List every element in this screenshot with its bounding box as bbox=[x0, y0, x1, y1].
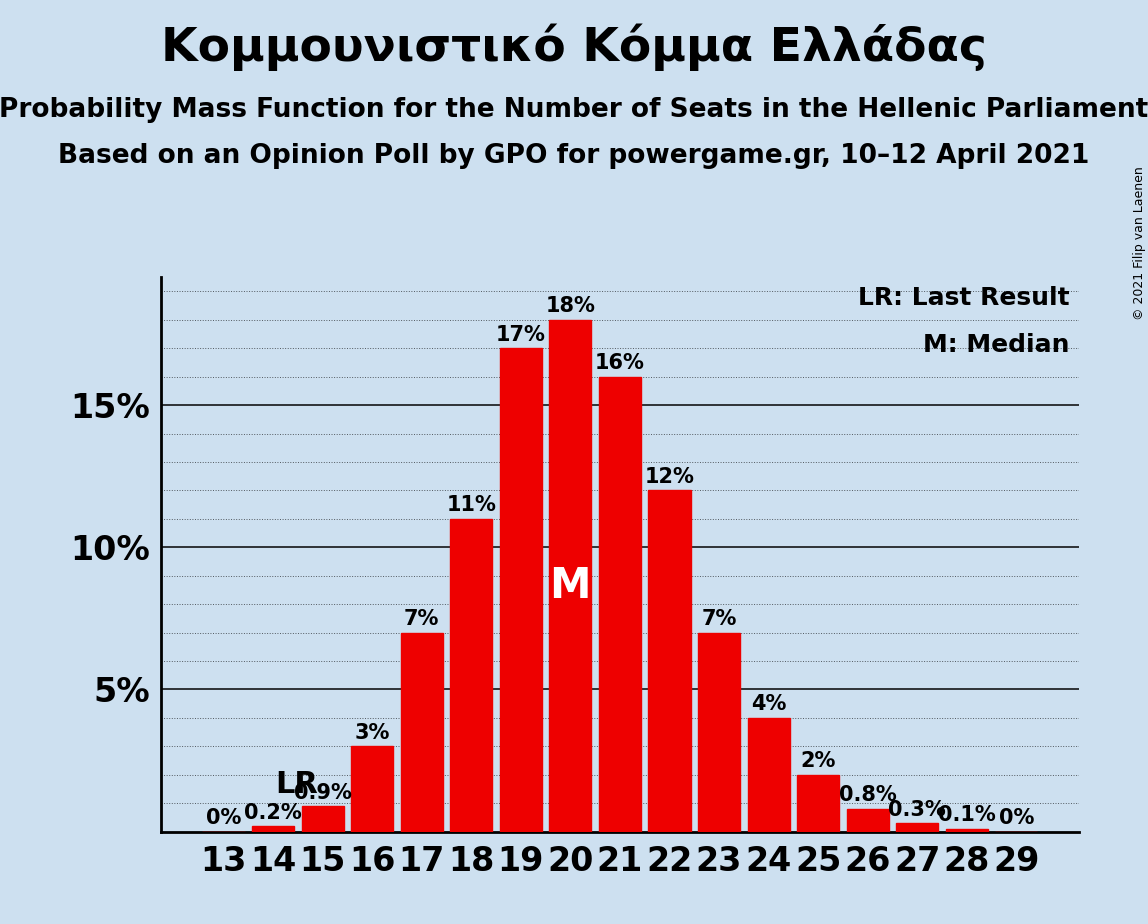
Text: 16%: 16% bbox=[595, 353, 645, 373]
Text: 2%: 2% bbox=[800, 751, 836, 772]
Bar bbox=[599, 377, 641, 832]
Text: Κομμουνιστικό Κόμμα Ελλάδας: Κομμουνιστικό Κόμμα Ελλάδας bbox=[161, 23, 987, 70]
Text: Based on an Opinion Poll by GPO for powergame.gr, 10–12 April 2021: Based on an Opinion Poll by GPO for powe… bbox=[59, 143, 1089, 169]
Bar bbox=[253, 826, 294, 832]
Bar bbox=[797, 774, 839, 832]
Text: 0%: 0% bbox=[999, 808, 1034, 828]
Bar bbox=[649, 491, 691, 832]
Bar bbox=[401, 633, 443, 832]
Text: 4%: 4% bbox=[751, 695, 786, 714]
Bar bbox=[499, 348, 542, 832]
Text: M: Median: M: Median bbox=[923, 333, 1070, 357]
Bar bbox=[747, 718, 790, 832]
Text: © 2021 Filip van Laenen: © 2021 Filip van Laenen bbox=[1133, 166, 1146, 320]
Text: 0%: 0% bbox=[205, 808, 241, 828]
Bar bbox=[897, 823, 938, 832]
Bar bbox=[846, 808, 889, 832]
Text: 7%: 7% bbox=[404, 609, 440, 629]
Text: 0.9%: 0.9% bbox=[294, 783, 351, 803]
Text: LR: Last Result: LR: Last Result bbox=[859, 286, 1070, 310]
Bar bbox=[946, 829, 987, 832]
Bar bbox=[698, 633, 740, 832]
Bar bbox=[549, 320, 591, 832]
Text: LR: LR bbox=[276, 770, 318, 799]
Bar bbox=[450, 519, 492, 832]
Text: 7%: 7% bbox=[701, 609, 737, 629]
Text: 3%: 3% bbox=[355, 723, 390, 743]
Text: 18%: 18% bbox=[545, 297, 596, 316]
Bar bbox=[302, 806, 343, 832]
Bar bbox=[351, 747, 394, 832]
Text: 0.2%: 0.2% bbox=[245, 803, 302, 822]
Text: 17%: 17% bbox=[496, 325, 545, 345]
Text: Probability Mass Function for the Number of Seats in the Hellenic Parliament: Probability Mass Function for the Number… bbox=[0, 97, 1148, 123]
Text: 0.1%: 0.1% bbox=[938, 806, 995, 825]
Text: 0.8%: 0.8% bbox=[839, 785, 897, 806]
Text: 11%: 11% bbox=[447, 495, 496, 516]
Text: 12%: 12% bbox=[644, 467, 695, 487]
Text: 0.3%: 0.3% bbox=[889, 799, 946, 820]
Text: M: M bbox=[550, 565, 591, 607]
